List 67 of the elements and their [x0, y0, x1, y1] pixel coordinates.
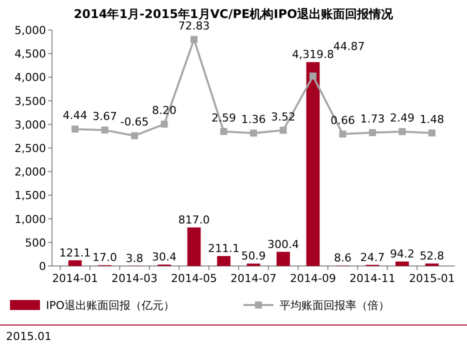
data-label: 1.73 [360, 112, 385, 126]
point [368, 129, 376, 136]
point [72, 126, 79, 133]
y-tick-label: 2,500 [14, 142, 46, 155]
text: 2015.01 [6, 330, 52, 343]
x-tick-label: 2014-07 [230, 272, 276, 285]
y-tick-label: 5,000 [14, 24, 46, 37]
y-tick-label: 1,000 [14, 212, 46, 226]
x-tick-label: 2014-03 [112, 272, 158, 285]
x-tick-label: 2014-09 [290, 272, 336, 285]
point [250, 130, 257, 137]
y-tick-label: 500 [25, 236, 46, 250]
y-tick-label: 0 [39, 260, 46, 273]
x-tick-label: 2014-01 [52, 272, 98, 285]
data-label: 17.0 [92, 251, 118, 264]
data-label: 50.9 [241, 250, 266, 263]
legend-label: 平均账面回报率（倍） [280, 299, 390, 312]
point [101, 126, 108, 134]
data-label: 8.20 [152, 104, 177, 118]
data-label: 211.1 [208, 242, 240, 256]
point [131, 132, 138, 140]
bar [217, 256, 230, 266]
data-label: 24.7 [360, 250, 385, 264]
bar [276, 252, 290, 266]
data-label: 94.2 [390, 248, 414, 261]
y-tick-label: 4,500 [14, 48, 46, 61]
point [309, 72, 316, 80]
y-tick-label: 2,000 [14, 166, 46, 179]
bar [306, 62, 320, 266]
point [160, 120, 168, 128]
data-label: 3.8 [126, 252, 144, 265]
data-label: 4,319.8 [292, 48, 334, 62]
point [428, 129, 436, 136]
data-label: 817.0 [178, 213, 210, 226]
point [280, 126, 287, 134]
data-label: -0.65 [120, 116, 149, 129]
point [339, 130, 346, 138]
data-label: 44.87 [333, 40, 365, 54]
data-label: 1.36 [241, 113, 266, 126]
y-tick-label: 3,000 [14, 118, 46, 132]
data-label: 72.83 [178, 19, 210, 32]
data-label: 3.67 [92, 110, 118, 124]
x-tick-label: 2014-05 [171, 272, 217, 285]
bar [68, 260, 82, 266]
point [398, 128, 406, 136]
data-label: 3.52 [270, 110, 296, 124]
data-label: 8.6 [334, 252, 352, 265]
data-label: 0.66 [330, 114, 355, 128]
x-tick-label: 2015-01 [408, 272, 455, 285]
data-label: 2.59 [212, 111, 236, 124]
point [220, 128, 228, 135]
bar [396, 262, 409, 266]
data-label: 30.4 [152, 250, 177, 264]
chart-title: 2014年1月-2015年1月VC/PE机构IPO退出账面回报情况 [74, 7, 394, 21]
point [190, 36, 198, 43]
legend-label: IPO退出账面回报（亿元） [46, 299, 175, 312]
y-tick-label: 1,500 [14, 189, 46, 202]
x-tick-label: 2014-11 [349, 272, 396, 285]
data-label: 300.4 [267, 238, 299, 251]
y-tick-label: 3,500 [14, 94, 46, 108]
data-label: 52.8 [420, 250, 444, 263]
bar [187, 227, 201, 266]
data-label: 4.44 [62, 109, 88, 122]
y-tick-label: 4,000 [14, 71, 46, 84]
data-label: 121.1 [59, 246, 91, 260]
data-label: 1.48 [420, 112, 444, 126]
data-label: 2.49 [390, 112, 414, 125]
